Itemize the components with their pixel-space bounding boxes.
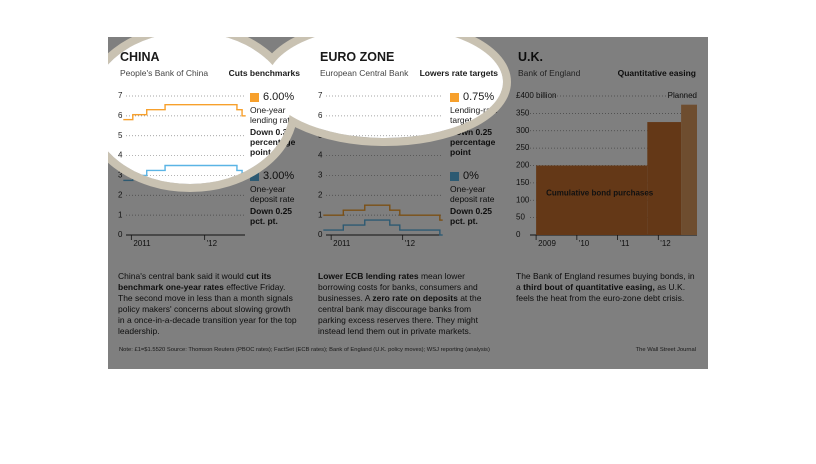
y-tick-label: 150 <box>516 178 530 187</box>
chart-body: China's central bank said it would cut i… <box>118 271 298 337</box>
chart-title: CHINA <box>120 50 160 64</box>
legend-value: 0% <box>463 170 479 182</box>
y-tick-label: 2 <box>118 190 123 199</box>
y-tick-label: 300 <box>516 126 530 135</box>
legend-note: Down 0.25 percentage point <box>450 127 496 157</box>
chart-title: EURO ZONE <box>320 50 395 64</box>
y-tick-label: 1 <box>318 210 323 219</box>
y-tick-label: £400 billion <box>516 91 556 100</box>
legend-swatch <box>450 172 459 181</box>
body-run: zero rate on deposits <box>372 293 458 303</box>
y-tick-label: 1 <box>118 210 123 219</box>
legend-note: Down 0.25 pct. pt. <box>450 206 493 226</box>
y-tick-label: 200 <box>516 161 530 170</box>
series-label: Cumulative bond purchases <box>546 189 654 198</box>
legend-note: Down 0.25 pct. pt. <box>250 206 293 226</box>
x-tick-label: 2011 <box>133 239 151 248</box>
y-tick-label: 0 <box>118 230 123 239</box>
y-tick-label: 6 <box>318 111 323 120</box>
x-tick-label: 2009 <box>538 239 556 248</box>
x-tick-label: '12 <box>660 239 671 248</box>
y-tick-label: 6 <box>118 111 123 120</box>
planned-label: Planned <box>668 91 697 100</box>
area-step <box>647 122 682 235</box>
x-tick-label: '12 <box>405 239 416 248</box>
legend-note: Down 0.31 percentage point <box>250 127 296 157</box>
chart-body: Lower ECB lending rates mean lower borro… <box>318 271 498 337</box>
y-tick-label: 3 <box>118 171 123 180</box>
y-tick-label: 7 <box>318 91 323 100</box>
area-step <box>536 165 648 235</box>
y-tick-label: 5 <box>318 131 323 140</box>
legend-name: One-year deposit rate <box>250 184 295 204</box>
y-tick-label: 7 <box>118 91 123 100</box>
y-tick-label: 50 <box>516 213 525 222</box>
chart-body: The Bank of England resumes buying bonds… <box>516 271 696 304</box>
y-tick-label: 5 <box>118 131 123 140</box>
chart-title: U.K. <box>518 50 543 64</box>
legend-value: 0.75% <box>463 91 495 103</box>
x-tick-label: '11 <box>620 239 630 248</box>
y-tick-label: 4 <box>318 151 323 160</box>
body-run: China's central bank said it would <box>118 271 247 281</box>
y-tick-label: 4 <box>118 151 123 160</box>
footnote: Note: £1=$1.5520 Source: Thomson Reuters… <box>119 347 490 353</box>
chart-headline: Lowers rate targets <box>419 68 498 78</box>
legend-name: One-year lending rate <box>250 105 295 125</box>
legend-value: 3.00% <box>263 170 295 182</box>
y-tick-label: 0 <box>516 230 521 239</box>
y-tick-label: 0 <box>318 230 323 239</box>
body-run: third bout of quantitative easing, <box>523 282 655 292</box>
chart-subtitle: Bank of England <box>518 68 581 78</box>
y-tick-label: 100 <box>516 195 530 204</box>
area-step <box>681 104 697 235</box>
chart-headline: Cuts benchmarks <box>228 68 300 78</box>
chart-headline: Quantitative easing <box>617 68 696 78</box>
credit: The Wall Street Journal <box>635 347 696 353</box>
x-tick-label: 2011 <box>333 239 351 248</box>
y-tick-label: 250 <box>516 143 530 152</box>
chart-subtitle: People's Bank of China <box>120 68 209 78</box>
chart-subtitle: European Central Bank <box>320 68 409 78</box>
x-tick-label: '12 <box>207 239 218 248</box>
y-tick-label: 350 <box>516 108 530 117</box>
y-tick-label: 2 <box>318 190 323 199</box>
legend-value: 6.00% <box>263 91 295 103</box>
legend-swatch <box>250 93 259 102</box>
legend-name: Lending-rate target <box>450 105 498 125</box>
body-run: Lower ECB lending rates <box>318 271 419 281</box>
legend-swatch <box>250 172 259 181</box>
y-tick-label: 3 <box>318 171 323 180</box>
legend-swatch <box>450 93 459 102</box>
x-tick-label: '10 <box>579 239 590 248</box>
legend-name: One-year deposit rate <box>450 184 495 204</box>
